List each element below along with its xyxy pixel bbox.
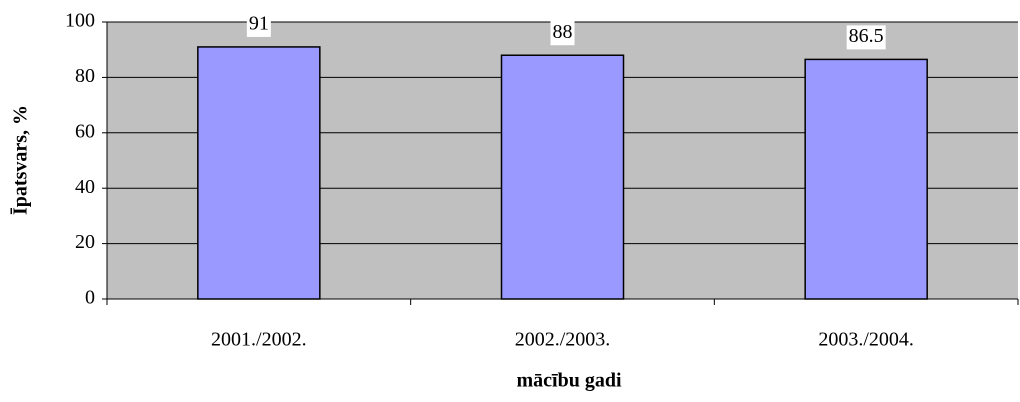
y-tick-label: 100 [65,10,95,32]
bar [500,54,625,300]
y-axis-label: Īpatsvars, % [10,105,32,215]
y-tick-label: 20 [75,231,95,253]
data-label: 88 [553,21,573,43]
data-label-background [246,12,271,37]
data-label-background [846,25,886,50]
x-tick-label: 2001./2002. [211,329,307,351]
bar [197,46,321,300]
y-tick-label: 60 [75,120,95,142]
data-label: 86.5 [849,25,884,47]
y-tick-label: 80 [75,65,95,87]
x-axis-label: mācību gadi [516,370,621,392]
y-tick-label: 40 [75,176,95,198]
y-tick-label: 0 [85,287,95,309]
data-label: 91 [249,13,269,35]
bar [804,58,928,300]
data-label-background [550,21,575,46]
x-tick-label: 2003./2004. [818,329,914,351]
x-tick-label: 2002./2003. [515,329,611,351]
